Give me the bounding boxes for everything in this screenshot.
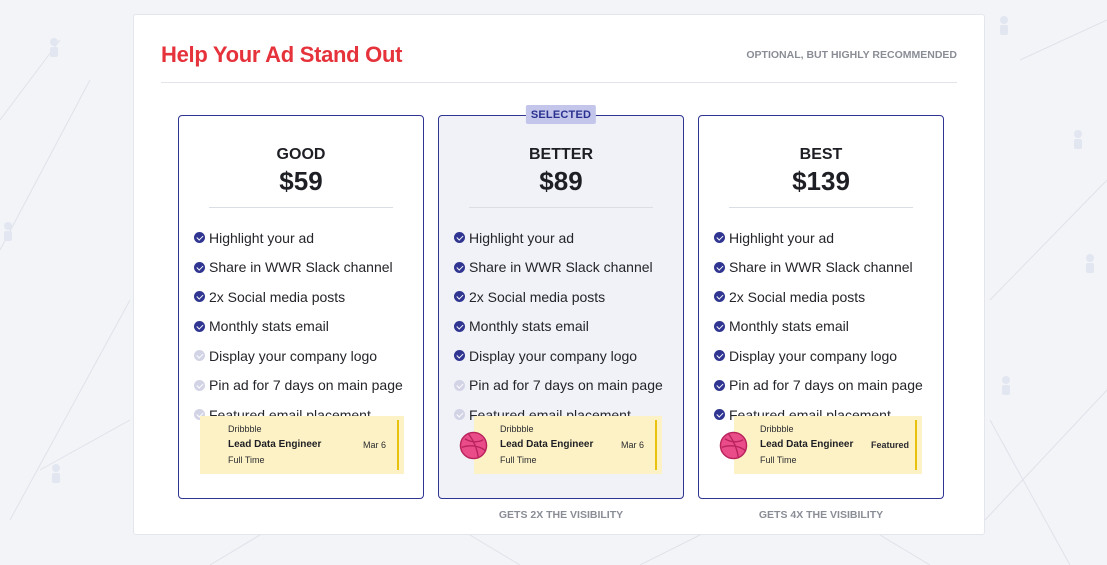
recommendation-note: OPTIONAL, BUT HIGHLY RECOMMENDED: [746, 49, 957, 61]
check-circle-icon: [194, 291, 205, 303]
check-circle-icon: [714, 409, 725, 421]
plan-name: GOOD: [276, 146, 326, 163]
preview-company: Dribbble: [228, 424, 262, 434]
feature-item: 2x Social media posts: [454, 282, 675, 312]
check-circle-icon: [454, 350, 465, 362]
check-circle-icon: [714, 291, 725, 303]
check-circle-disabled-icon: [454, 379, 465, 391]
feature-item: Monthly stats email: [454, 312, 675, 342]
plan-price: $89: [539, 166, 583, 196]
visibility-note: GETS 4X THE VISIBILITY: [758, 509, 884, 521]
check-circle-icon: [714, 232, 725, 244]
preview-company: Dribbble: [760, 424, 794, 434]
preview-job-title: Lead Data Engineer: [760, 439, 854, 450]
check-circle-disabled-icon: [194, 379, 205, 391]
ad-preview: Dribbble Lead Data Engineer Full Time Ma…: [474, 416, 662, 474]
feature-item: Display your company logo: [454, 341, 675, 371]
plan-price: $59: [279, 166, 323, 196]
check-circle-icon: [714, 379, 725, 391]
feature-item: 2x Social media posts: [714, 282, 935, 312]
feature-item: Display your company logo: [714, 341, 935, 371]
feature-item: Pin ad for 7 days on main page: [194, 371, 415, 401]
feature-item: 2x Social media posts: [194, 282, 415, 312]
plan-price: $139: [792, 166, 850, 196]
feature-item: Highlight your ad: [714, 223, 935, 253]
check-circle-icon: [714, 350, 725, 362]
feature-item: Highlight your ad: [194, 223, 415, 253]
feature-item: Highlight your ad: [454, 223, 675, 253]
plan-name: BETTER: [529, 146, 593, 163]
visibility-note: GETS 2X THE VISIBILITY: [498, 509, 624, 521]
dribbble-icon: [459, 431, 488, 460]
check-circle-disabled-icon: [194, 409, 205, 421]
preview-featured-tag: Featured: [870, 440, 909, 450]
check-circle-icon: [194, 261, 205, 273]
plan-card-good[interactable]: GOOD $59 Highlight your ad Share in WWR …: [178, 115, 424, 499]
feature-list: Highlight your ad Share in WWR Slack cha…: [454, 223, 675, 430]
preview-job-type: Full Time: [500, 455, 537, 465]
ad-preview: Dribbble Lead Data Engineer Full Time Fe…: [734, 416, 922, 474]
preview-company: Dribbble: [500, 424, 534, 434]
ad-preview: Dribbble Lead Data Engineer Full Time Ma…: [200, 416, 404, 474]
page-title: Help Your Ad Stand Out: [161, 42, 403, 67]
check-circle-icon: [454, 232, 465, 244]
feature-item: Share in WWR Slack channel: [454, 253, 675, 283]
preview-date: Mar 6: [362, 440, 386, 450]
check-circle-disabled-icon: [194, 350, 205, 362]
check-circle-icon: [714, 261, 725, 273]
feature-item: Share in WWR Slack channel: [714, 253, 935, 283]
preview-job-title: Lead Data Engineer: [228, 439, 322, 450]
check-circle-icon: [714, 320, 725, 332]
selected-badge: SELECTED: [525, 105, 597, 124]
check-circle-disabled-icon: [454, 409, 465, 421]
feature-item: Display your company logo: [194, 341, 415, 371]
feature-item: Pin ad for 7 days on main page: [714, 371, 935, 401]
feature-item: Monthly stats email: [714, 312, 935, 342]
upgrade-panel: Help Your Ad Stand Out OPTIONAL, BUT HIG…: [133, 14, 985, 535]
feature-list: Highlight your ad Share in WWR Slack cha…: [714, 223, 935, 430]
check-circle-icon: [194, 232, 205, 244]
check-circle-icon: [454, 261, 465, 273]
feature-list: Highlight your ad Share in WWR Slack cha…: [194, 223, 415, 430]
preview-job-type: Full Time: [760, 455, 797, 465]
feature-item: Share in WWR Slack channel: [194, 253, 415, 283]
panel-header: Help Your Ad Stand Out OPTIONAL, BUT HIG…: [161, 15, 957, 83]
dribbble-icon: [719, 431, 748, 460]
check-circle-icon: [454, 291, 465, 303]
feature-item: Monthly stats email: [194, 312, 415, 342]
check-circle-icon: [194, 320, 205, 332]
plan-card-better[interactable]: SELECTED BETTER $89 Highlight your ad Sh…: [438, 105, 684, 499]
preview-date: Mar 6: [620, 440, 644, 450]
preview-job-title: Lead Data Engineer: [500, 439, 594, 450]
check-circle-icon: [454, 320, 465, 332]
card-divider: [729, 207, 913, 208]
plan-card-best[interactable]: BEST $139 Highlight your ad Share in WWR…: [698, 115, 944, 499]
plan-name: BEST: [799, 146, 843, 163]
card-divider: [469, 207, 653, 208]
feature-item: Pin ad for 7 days on main page: [454, 371, 675, 401]
card-divider: [209, 207, 393, 208]
preview-job-type: Full Time: [228, 455, 265, 465]
